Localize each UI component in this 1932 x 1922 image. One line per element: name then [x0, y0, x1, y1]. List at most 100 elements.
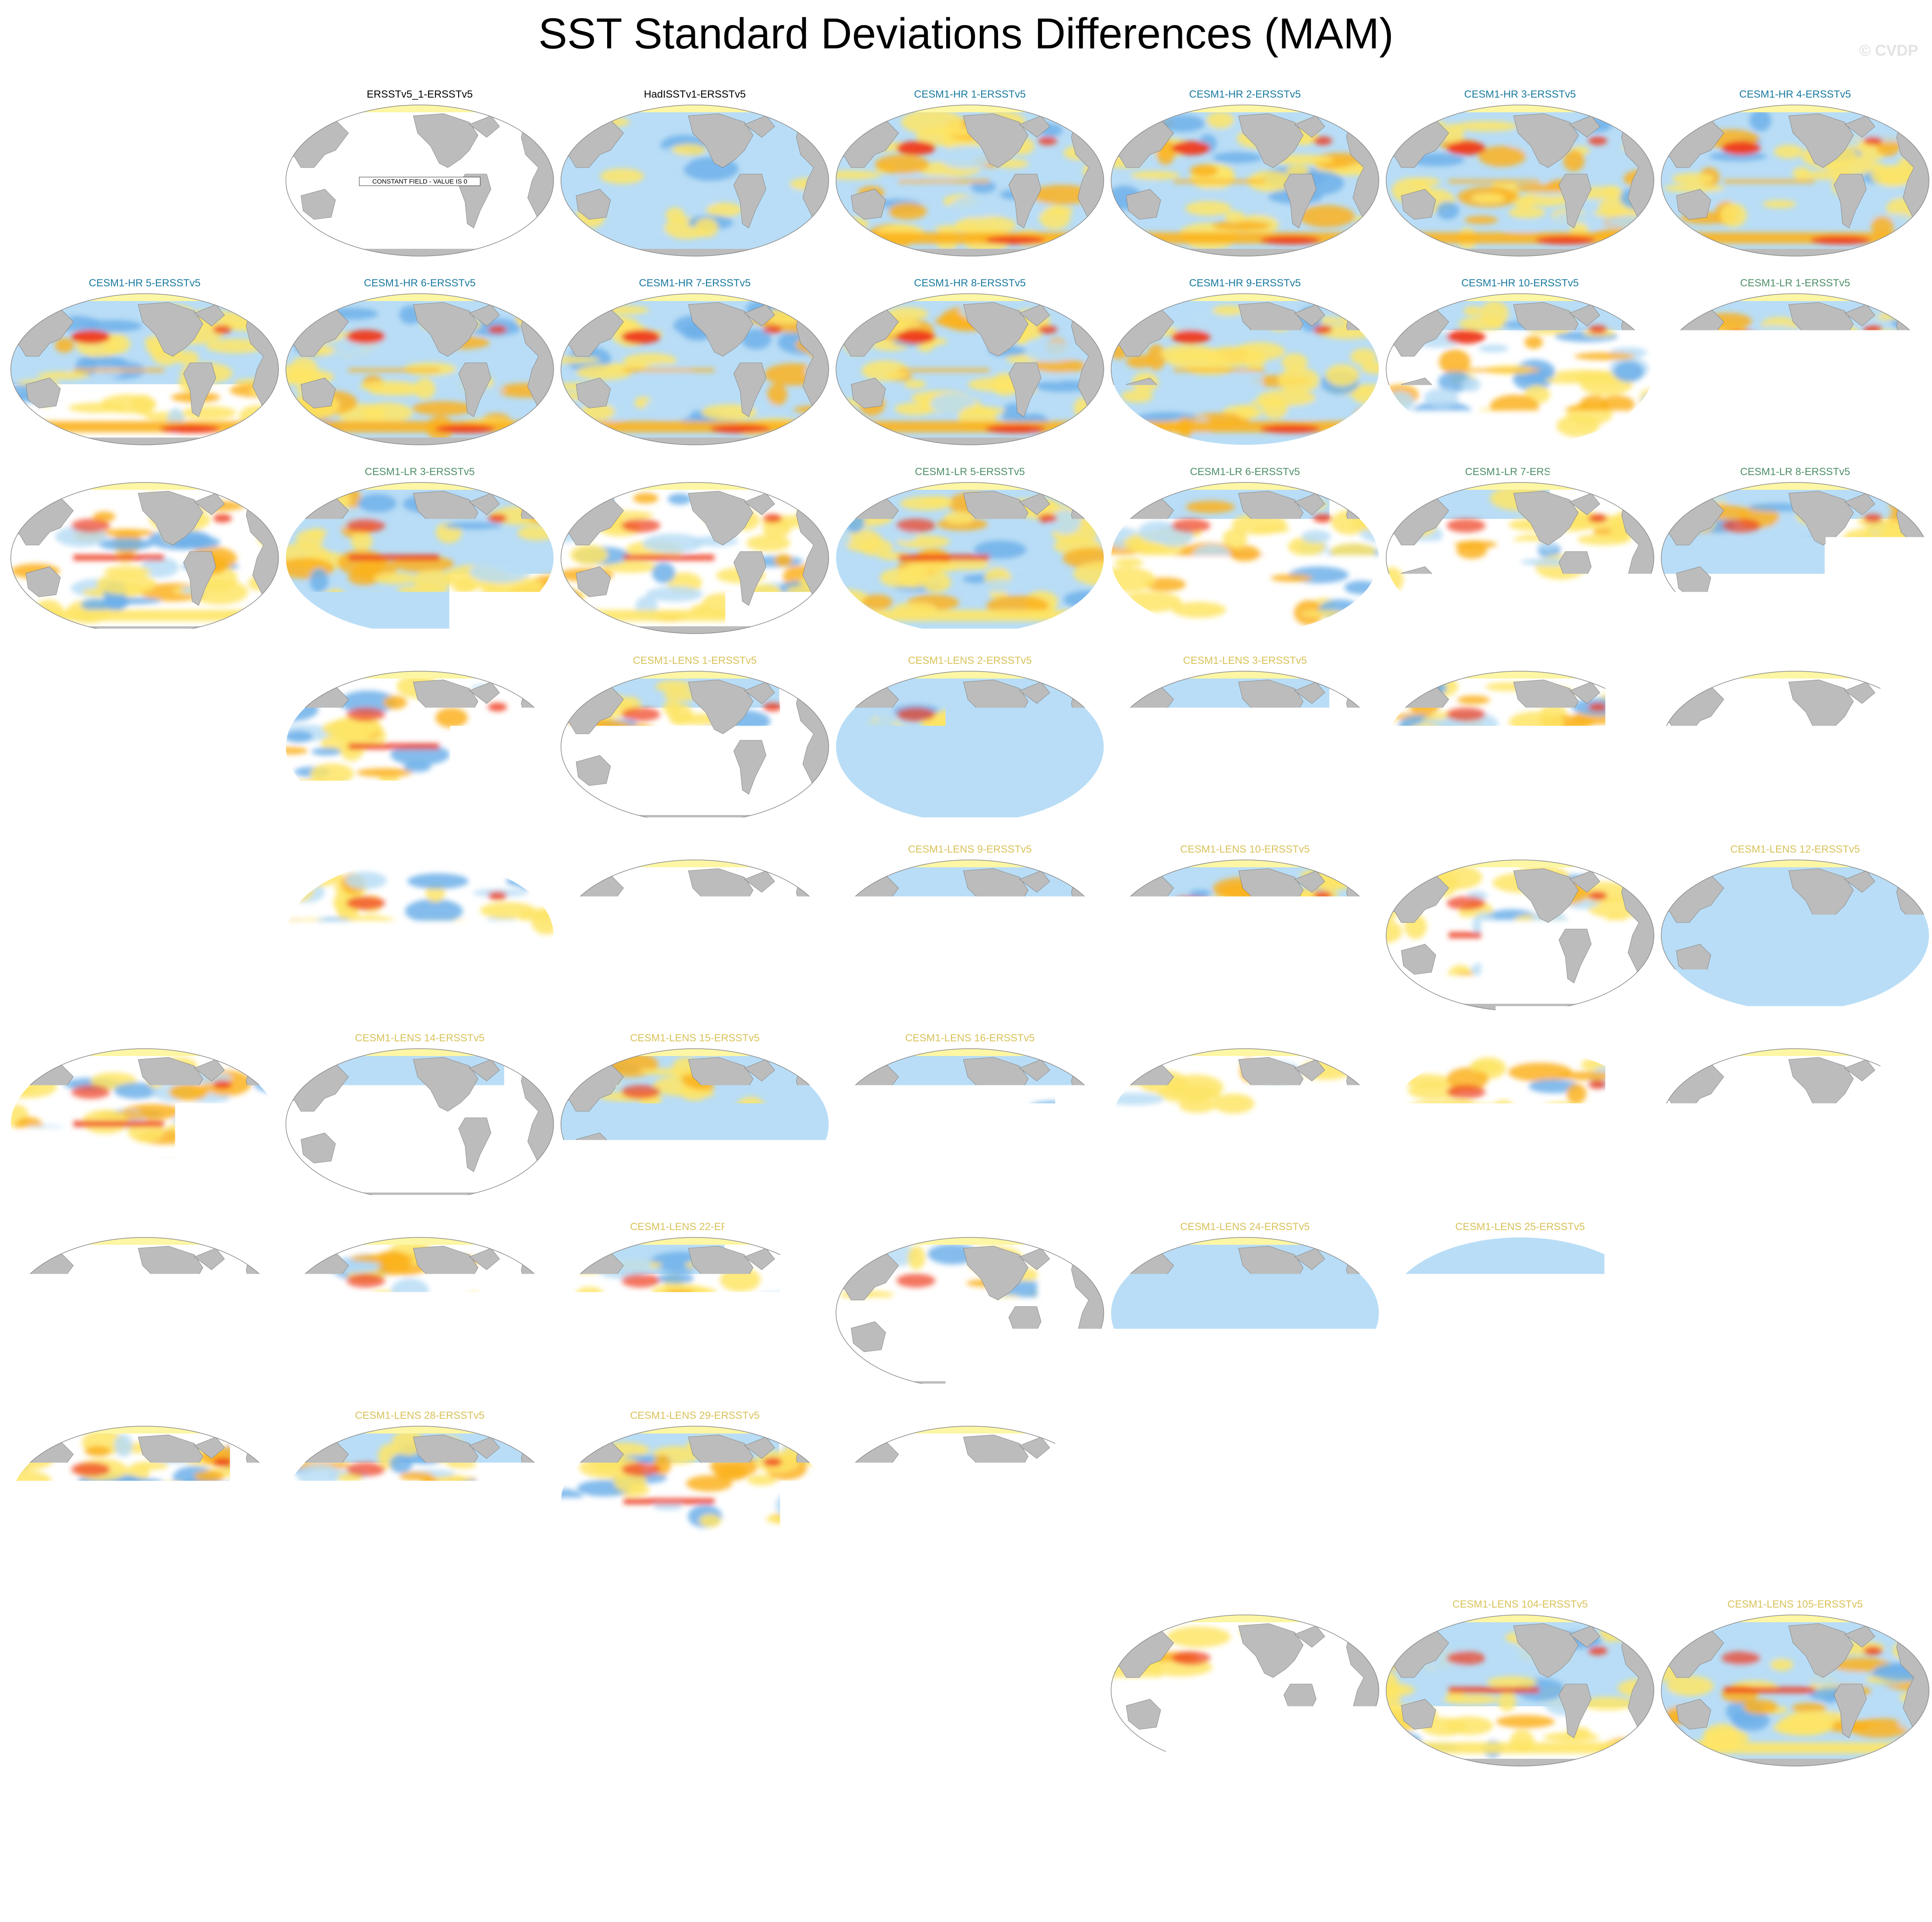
anomaly-patch: [502, 1306, 527, 1328]
anomaly-patch: [1879, 165, 1911, 186]
polar-band-north: [1659, 858, 1931, 867]
anomaly-patch: [1343, 1626, 1368, 1637]
anomaly-patch: [1723, 1342, 1746, 1360]
antarctica: [1659, 438, 1931, 447]
equatorial-anomaly-band: [348, 743, 439, 749]
anomaly-patch: [1574, 352, 1635, 360]
map-panel-grid: ERSSTv5_1-ERSSTv5 CONSTANT FIELD - VALUE …: [0, 0, 1932, 1797]
antarctica: [1384, 1759, 1656, 1768]
anomaly-patch: [767, 384, 787, 406]
anomaly-patch: [422, 787, 449, 796]
map-panel: CESM1-LENS 101-ERSSTv5: [559, 1596, 831, 1769]
anomaly-patch: [218, 719, 248, 743]
anomaly-patch: [672, 144, 706, 155]
equatorial-anomaly-band: [73, 1498, 164, 1504]
southern-ocean-anomaly-band: [1109, 1365, 1381, 1376]
gulf-stream-anomaly: [1313, 325, 1332, 334]
world-map: [1659, 1235, 1931, 1391]
north-pacific-anomaly: [896, 141, 935, 155]
anomaly-patch: [1629, 413, 1650, 428]
polar-band-north: [1659, 1424, 1931, 1434]
north-pacific-anomaly: [621, 707, 660, 721]
north-pacific-anomaly: [1172, 896, 1210, 910]
antarctica: [9, 438, 281, 447]
panel-title: CESM1-LENS 25-ERSSTv5: [1384, 1221, 1656, 1234]
anomaly-patch: [1352, 115, 1380, 138]
panel-title: CESM1-LENS 7-ERSSTv5: [284, 843, 556, 856]
anomaly-patch: [360, 381, 418, 392]
equatorial-anomaly-band: [1174, 1121, 1264, 1127]
map-panel: CESM1-LENS 104-ERSSTv5: [1384, 1596, 1656, 1769]
equatorial-anomaly-band: [624, 1498, 714, 1504]
world-map: [834, 480, 1106, 636]
antarctica: [1384, 1381, 1656, 1391]
panel-title: CESM1-LENS 105-ERSSTv5: [1659, 1598, 1931, 1611]
anomaly-patch: [1613, 1627, 1649, 1641]
panel-title: CESM1-LENS 28-ERSSTv5: [284, 1409, 556, 1422]
southern-ocean-anomaly-band: [284, 610, 556, 621]
southern-ocean-hotspot: [160, 425, 220, 433]
anomaly-patch: [1734, 717, 1752, 742]
map-panel: CESM1-LR 7-ERSSTv5: [1384, 464, 1656, 637]
equatorial-anomaly-band: [348, 932, 439, 938]
equatorial-anomaly-band: [1724, 932, 1815, 938]
anomaly-patch: [1912, 409, 1932, 435]
map-panel: CESM1-LENS 33-ERSSTv5: [1659, 1408, 1931, 1580]
map-panel: CESM1-LENS 14-ERSSTv5: [284, 1030, 556, 1203]
southern-ocean-anomaly-band: [1659, 421, 1931, 432]
anomaly-patch: [1791, 1517, 1847, 1531]
anomaly-patch: [69, 1521, 127, 1535]
north-pacific-anomaly: [1722, 1462, 1761, 1476]
anomaly-patch: [1504, 222, 1540, 232]
polar-band-north: [1384, 480, 1656, 490]
anomaly-patch: [1383, 862, 1409, 888]
polar-band-north: [559, 292, 831, 301]
equatorial-anomaly-band: [1174, 1687, 1264, 1693]
equatorial-anomaly-band: [1449, 1687, 1539, 1693]
anomaly-patch: [1627, 421, 1658, 431]
colorbar-swatch: [396, 1812, 453, 1842]
polar-band-north: [1659, 1235, 1931, 1245]
anomaly-patch: [907, 1524, 931, 1549]
southern-ocean-hotspot: [1260, 236, 1321, 244]
anomaly-patch: [239, 1546, 288, 1562]
panel-title: CESM1-LENS 5-ERSSTv5: [1659, 654, 1931, 667]
colorbar-swatch: [1422, 1812, 1479, 1842]
polar-band-north: [1109, 669, 1381, 679]
anomaly-patch: [904, 380, 925, 388]
antarctica: [1109, 815, 1381, 825]
equatorial-anomaly-band: [1724, 743, 1815, 749]
anomaly-patch: [1498, 1692, 1516, 1712]
world-map: [1109, 480, 1381, 636]
anomaly-patch: [38, 371, 91, 379]
anomaly-patch: [217, 1115, 246, 1129]
map-panel: CESM1-LR 8-ERSSTv5: [1659, 464, 1931, 637]
anomaly-patch: [1498, 736, 1541, 744]
gulf-stream-anomaly: [213, 1458, 232, 1466]
north-pacific-anomaly: [896, 1085, 935, 1099]
southern-ocean-anomaly-band: [284, 799, 556, 810]
anomaly-patch: [838, 1437, 862, 1461]
world-map: [284, 1424, 556, 1579]
map-panel: CESM1-LENS 8-ERSSTv5: [559, 841, 831, 1014]
equatorial-anomaly-band: [348, 1121, 439, 1127]
antarctica: [9, 626, 281, 636]
anomaly-patch: [356, 768, 412, 777]
world-map: [1659, 103, 1931, 258]
world-map: [1659, 1424, 1931, 1579]
anomaly-patch: [1604, 939, 1628, 948]
southern-ocean-anomaly-band: [1384, 1554, 1656, 1565]
gulf-stream-anomaly: [488, 1646, 507, 1655]
anomaly-patch: [1490, 1462, 1515, 1471]
anomaly-patch: [1865, 1530, 1900, 1555]
antarctica: [559, 1759, 831, 1768]
anomaly-patch: [1190, 1695, 1215, 1715]
southern-ocean-anomaly-band: [834, 1365, 1106, 1376]
gulf-stream-anomaly: [213, 1080, 232, 1089]
north-pacific-anomaly: [1722, 707, 1761, 721]
anomaly-patch: [1455, 121, 1518, 131]
polar-band-north: [1384, 103, 1656, 112]
anomaly-patch: [1472, 193, 1505, 204]
antarctica: [1109, 249, 1381, 258]
anomaly-patch: [500, 1625, 548, 1644]
